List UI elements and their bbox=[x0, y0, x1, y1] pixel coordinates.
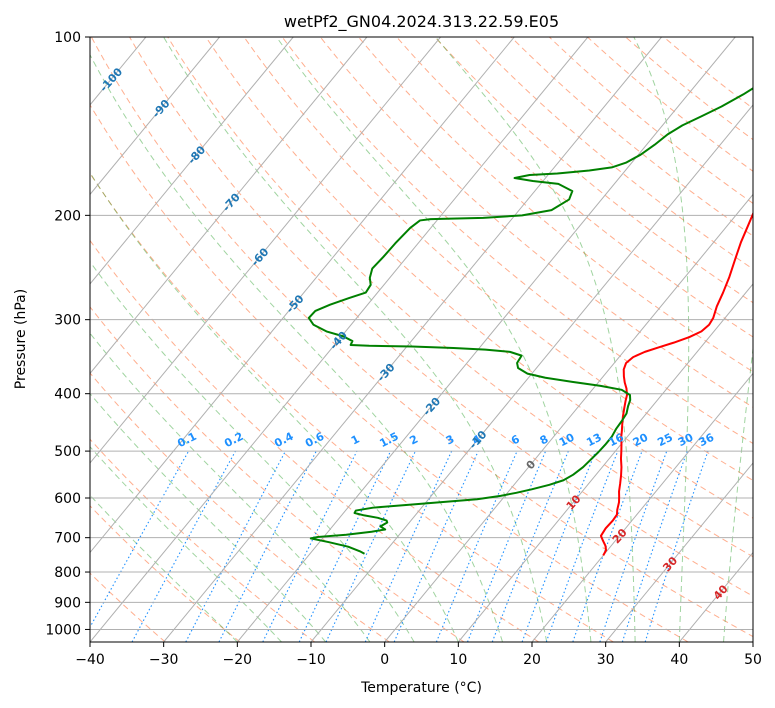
isotherm-line bbox=[90, 37, 589, 642]
y-tick-label: 600 bbox=[54, 491, 81, 507]
x-tick-label: −10 bbox=[296, 652, 326, 668]
chart-title: wetPf2_GN04.2024.313.22.59.E05 bbox=[284, 12, 559, 32]
dry-adiabat-line bbox=[90, 505, 241, 642]
mixing-ratio-label: 16 bbox=[606, 431, 626, 450]
dry-adiabat-line bbox=[319, 37, 753, 408]
y-tick-label: 400 bbox=[54, 387, 81, 403]
mixing-ratio-line bbox=[262, 450, 358, 642]
mixing-ratio-line bbox=[435, 450, 518, 642]
moist-adiabat-line bbox=[90, 392, 327, 642]
dry-adiabat-line bbox=[90, 372, 390, 642]
y-tick-label: 200 bbox=[54, 208, 81, 224]
isotherm-line bbox=[90, 37, 220, 196]
x-tick-label: 30 bbox=[597, 652, 615, 668]
isotherm-line bbox=[90, 37, 441, 464]
moist-adiabat-line bbox=[276, 37, 592, 642]
dry-adiabat-line bbox=[472, 37, 753, 270]
isotherm-line bbox=[90, 37, 294, 285]
isotherm-line bbox=[531, 372, 753, 642]
mixing-ratio-line bbox=[90, 450, 190, 629]
y-tick-label: 500 bbox=[54, 444, 81, 460]
mixing-ratio-line bbox=[364, 450, 453, 642]
plot-frame bbox=[89, 36, 754, 643]
y-tick-label: 700 bbox=[54, 531, 81, 547]
mixing-ratio-line bbox=[325, 450, 416, 642]
moist-adiabat-line bbox=[723, 344, 753, 642]
isotherm-line bbox=[163, 37, 662, 642]
moist-adiabat-line bbox=[633, 37, 690, 642]
mixing-ratio-line bbox=[131, 450, 236, 642]
y-tick-label: 800 bbox=[54, 565, 81, 581]
isotherm-line bbox=[384, 193, 753, 642]
moist-adiabat-line bbox=[90, 53, 504, 642]
dry-adiabat-line bbox=[129, 37, 753, 597]
moist-adiabat-line bbox=[90, 332, 371, 642]
mixing-ratio-line bbox=[644, 450, 709, 642]
mixing-ratio-label: 30 bbox=[676, 431, 696, 450]
isotherm-line bbox=[310, 104, 753, 642]
dry-adiabat-line bbox=[243, 37, 753, 482]
y-axis-label: Pressure (hPa) bbox=[13, 289, 29, 389]
isotherm-line bbox=[90, 37, 515, 554]
mixing-ratio-label: 20 bbox=[631, 431, 651, 450]
x-axis-label: Temperature (°C) bbox=[360, 680, 482, 696]
y-tick-label: 100 bbox=[54, 30, 81, 46]
dry-adiabat-line bbox=[90, 172, 614, 642]
y-tick-label: 300 bbox=[54, 313, 81, 329]
mixing-ratio-line bbox=[599, 450, 668, 642]
x-tick-label: 0 bbox=[380, 652, 389, 668]
y-tick-label: 900 bbox=[54, 595, 81, 611]
series-lines bbox=[307, 87, 753, 556]
dry-adiabats bbox=[90, 37, 753, 642]
dry-adiabat-line bbox=[167, 37, 753, 558]
mixing-ratio-label: 10 bbox=[557, 431, 577, 450]
temperature-profile-line bbox=[599, 211, 753, 556]
dry-adiabat-line bbox=[205, 37, 753, 519]
y-tick-label: 1000 bbox=[45, 622, 81, 638]
grid-lines bbox=[90, 37, 753, 642]
x-tick-label: −40 bbox=[75, 652, 105, 668]
x-tick-label: 50 bbox=[744, 652, 762, 668]
moist-adiabat-line bbox=[90, 494, 238, 642]
mixing-ratio-line bbox=[298, 450, 392, 642]
x-tick-label: −20 bbox=[223, 652, 253, 668]
mixing-ratio-label: 13 bbox=[584, 431, 604, 450]
dry-adiabat-line bbox=[358, 37, 753, 373]
dry-adiabat-line bbox=[434, 37, 753, 304]
mixing-ratio-lines bbox=[90, 450, 709, 642]
x-tick-label: 40 bbox=[670, 652, 688, 668]
mixing-ratio-label: 25 bbox=[655, 431, 675, 450]
mixing-ratio-label: 36 bbox=[697, 431, 717, 450]
dry-adiabat-line bbox=[510, 37, 753, 237]
mixing-ratio-line bbox=[621, 450, 688, 642]
x-tick-label: 10 bbox=[449, 652, 467, 668]
x-tick-label: 20 bbox=[523, 652, 541, 668]
isotherm-line bbox=[457, 283, 753, 642]
axes: −40 −30 −20 −10 0 10 20 30 40 50 100 200 300 400 500 60… bbox=[45, 30, 762, 668]
x-tick-label: −30 bbox=[149, 652, 179, 668]
isotherm-line bbox=[90, 37, 368, 375]
dewpoint-profile-line bbox=[307, 87, 753, 555]
dry-adiabat-line bbox=[90, 103, 689, 642]
moist-adiabat-line bbox=[435, 37, 636, 642]
isotherm-line bbox=[605, 462, 753, 642]
moist-adiabat-line bbox=[90, 171, 459, 642]
